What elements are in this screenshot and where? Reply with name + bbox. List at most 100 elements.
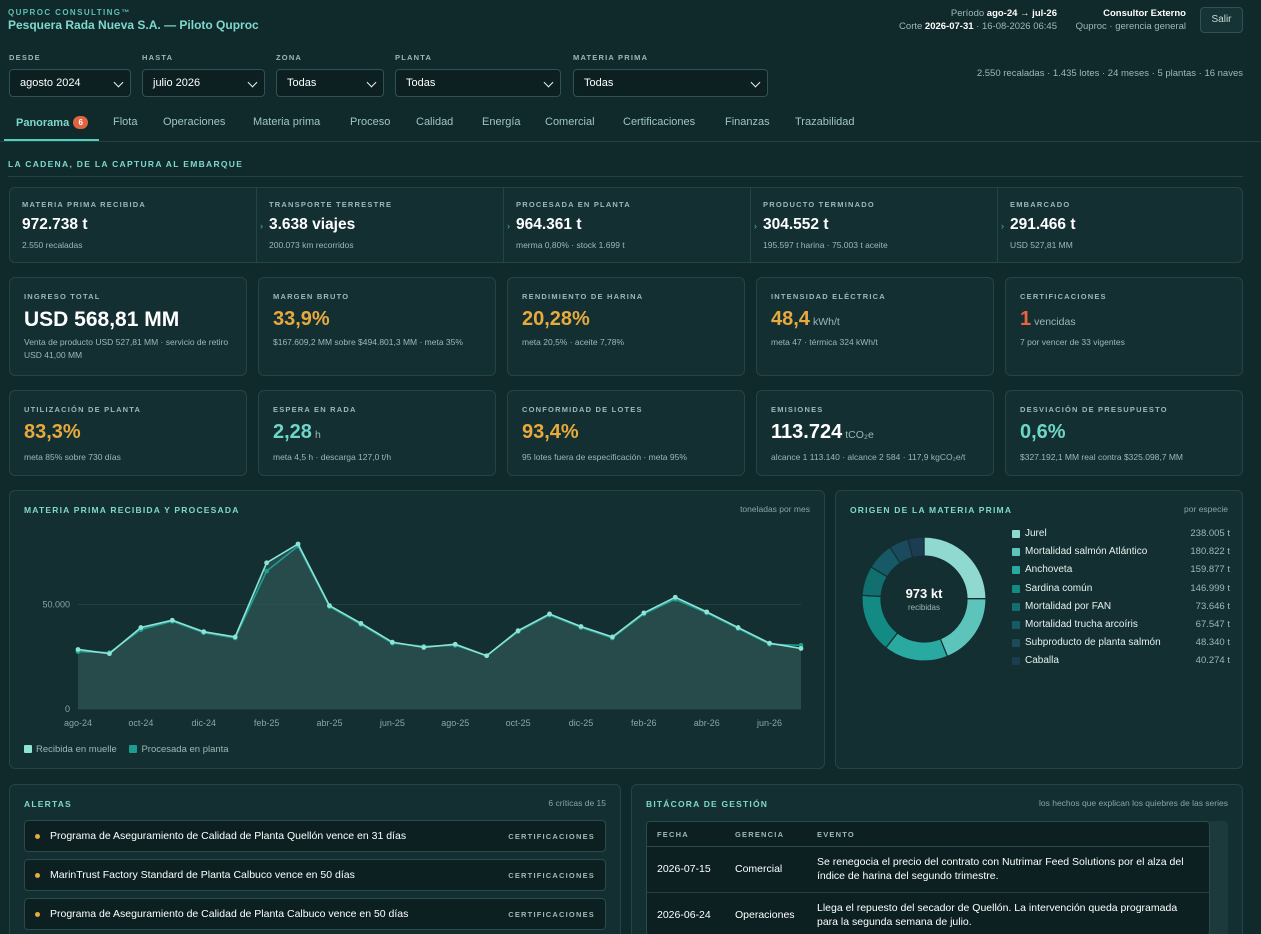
data-point[interactable] [421,644,427,650]
x-tick-label: feb-25 [254,718,280,728]
data-point[interactable] [264,560,270,566]
donut-slice[interactable] [907,536,925,559]
legend-item: Mortalidad trucha arcoíris 67.547 t [1012,618,1230,636]
kpi-rendimiento-harina: RENDIMIENTO DE HARINA 20,28% meta 20,5% … [507,277,745,376]
kpi-number: 1 [1020,308,1032,330]
chain-label: EMBARCADO [1010,200,1071,209]
data-point[interactable] [389,639,395,645]
data-point[interactable] [641,610,647,616]
alert-item[interactable]: Programa de Aseguramiento de Calidad de … [24,820,606,852]
kpi-number: 2,28 [273,421,312,443]
data-point[interactable] [264,568,270,574]
x-tick-label: ago-24 [64,718,92,728]
kpi-value: 48,4 kWh/t [771,308,840,331]
materia-select[interactable]: Todas [573,69,768,97]
tab-certificaciones[interactable]: Certificaciones [623,116,696,128]
kpi-value: 83,3% [24,421,81,444]
data-point[interactable] [735,625,741,630]
dataset-counts: 2.550 recaladas · 1.435 lotes · 24 meses… [976,68,1243,79]
hasta-select[interactable]: julio 2026 [142,69,265,97]
data-point[interactable] [609,634,615,640]
data-point[interactable] [169,617,175,623]
data-point[interactable] [672,594,678,600]
tab-operaciones[interactable]: Operaciones [163,116,226,128]
table-scrollbar[interactable] [1210,821,1228,934]
alert-text: MarinTrust Factory Standard de Planta Ca… [50,869,355,881]
supply-chain-strip: MATERIA PRIMA RECIBIDA 972.738 t 2.550 r… [9,187,1243,263]
zona-select[interactable]: Todas [276,69,384,97]
kpi-label: INGRESO TOTAL [24,292,101,301]
log-table: FECHA GERENCIA EVENTO 2026-07-15 Comerci… [646,821,1210,934]
kpi-sub: alcance 1 113.140 · alcance 2 584 · 117,… [771,452,966,462]
kpi-number: 20,28% [522,308,590,330]
kpi-margen-bruto: MARGEN BRUTO 33,9% $167.609,2 MM sobre $… [258,277,496,376]
period-info: Período ago-24 → jul-26 Corte 2026-07-31… [899,8,1057,32]
planta-select[interactable]: Todas [395,69,561,97]
alert-text: Programa de Aseguramiento de Calidad de … [50,908,409,920]
tab-calidad[interactable]: Calidad [416,116,454,128]
area-fill [78,543,801,709]
row-event: Llega el repuesto del secador de Quellón… [817,902,1178,928]
filter-zona: ZONA Todas [276,53,384,97]
tab-panorama[interactable]: Panorama 6 [16,116,89,129]
data-point[interactable] [358,620,364,626]
data-point[interactable] [515,628,521,634]
column-header-fecha[interactable]: FECHA [657,830,689,839]
alert-item[interactable]: MarinTrust Factory Standard de Planta Ca… [24,859,606,891]
data-point[interactable] [327,603,332,608]
data-point[interactable] [232,634,238,640]
chain-label: MATERIA PRIMA RECIBIDA [22,200,147,209]
warning-dot-icon [35,834,40,839]
x-tick-label: jun-26 [756,718,782,728]
tab-energia[interactable]: Energía [482,116,521,128]
kpi-value: USD 568,81 MM [24,308,179,332]
tab-flota[interactable]: Flota [113,116,138,128]
data-point[interactable] [75,647,81,652]
data-point[interactable] [452,641,458,647]
logout-button[interactable]: Salir [1200,7,1243,33]
kpi-label: ESPERA EN RADA [273,405,357,414]
legend-item: Mortalidad salmón Atlántico 180.822 t [1012,545,1230,563]
tab-proceso[interactable]: Proceso [350,116,391,128]
desde-select[interactable]: agosto 2024 [9,69,131,97]
chain-sub: 195.597 t harina · 75.003 t aceite [763,240,888,250]
kpi-sub: $167.609,2 MM sobre $494.801,3 MM · meta… [273,337,463,347]
data-point[interactable] [107,651,112,657]
data-point[interactable] [578,624,584,629]
data-point[interactable] [767,640,772,646]
chevron-right-icon: › [260,221,263,231]
alert-item[interactable]: Programa de Aseguramiento de Calidad de … [24,898,606,930]
origen-materia-prima-panel: ORIGEN DE LA MATERIA PRIMA por especie 9… [835,490,1243,769]
kpi-value: 1 vencidas [1020,308,1076,331]
column-header-evento[interactable]: EVENTO [817,830,855,839]
filter-zona-label: ZONA [276,53,303,62]
table-row[interactable]: 2026-06-24 Operaciones Llega el repuesto… [647,894,1209,934]
data-point[interactable] [547,611,552,617]
alert-category: CERTIFICACIONES [508,871,595,880]
x-tick-label: abr-25 [316,718,342,728]
tab-trazabilidad[interactable]: Trazabilidad [795,116,855,128]
donut-slice[interactable] [884,632,949,662]
data-point[interactable] [201,629,207,635]
tab-finanzas[interactable]: Finanzas [725,116,770,128]
x-tick-label: dic-24 [191,718,216,728]
data-point[interactable] [138,625,144,630]
column-header-gerencia[interactable]: GERENCIA [735,830,785,839]
data-point[interactable] [295,541,301,547]
legend-item: Jurel 238.005 t [1012,527,1230,545]
active-tab-indicator [4,139,99,141]
bitacora-panel: BITÁCORA DE GESTIÓN los hechos que expli… [631,784,1243,934]
alert-category: CERTIFICACIONES [508,910,595,919]
kpi-sub: 7 por vencer de 33 vigentes [1020,337,1125,347]
chain-value: 3.638 viajes [269,216,356,233]
table-row[interactable]: 2026-07-15 Comercial Se renegocia el pre… [647,848,1209,893]
data-point[interactable] [484,653,490,659]
kpi-unit: tCO₂e [845,429,874,441]
data-point[interactable] [798,646,804,651]
tab-comercial[interactable]: Comercial [545,116,595,128]
tab-materia-prima[interactable]: Materia prima [253,116,321,128]
kpi-number: 113.724 [771,421,843,443]
filter-planta-label: PLANTA [395,53,433,62]
data-point[interactable] [704,609,710,615]
kpi-number: 93,4% [522,421,579,443]
